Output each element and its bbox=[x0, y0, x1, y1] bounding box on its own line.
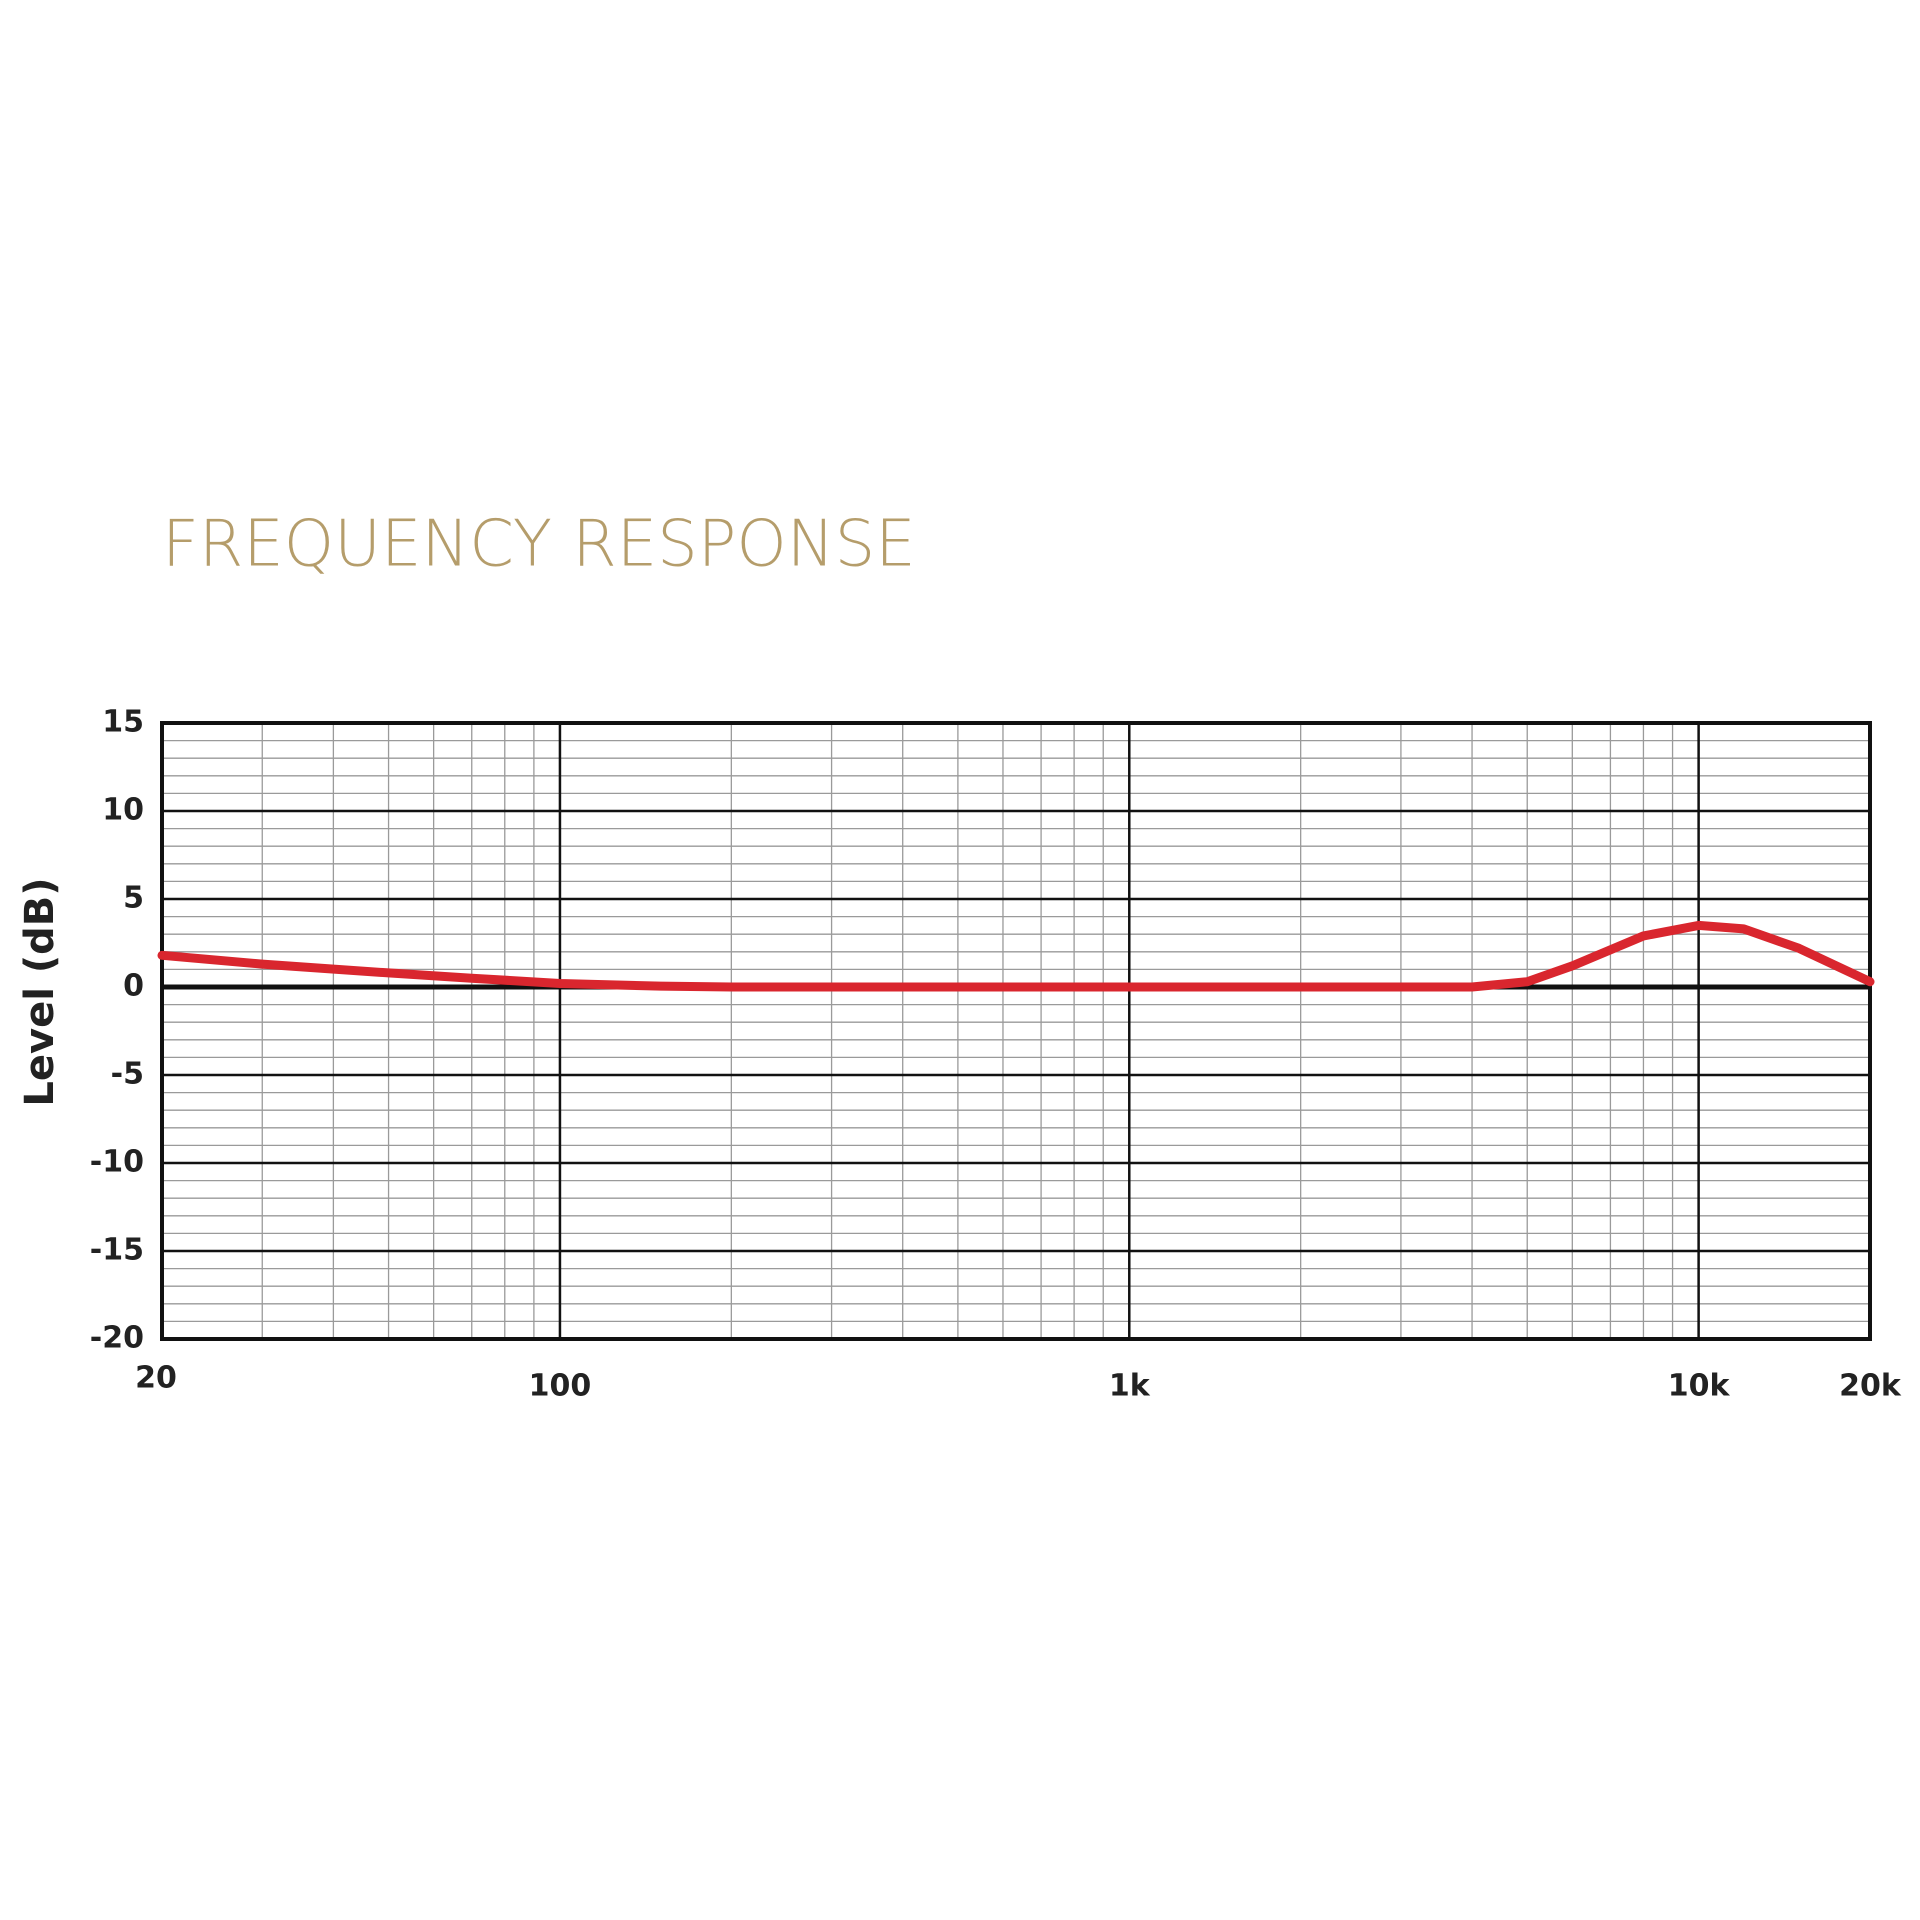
chart-title: FREQUENCY RESPONSE bbox=[162, 508, 916, 582]
x-tick-label: 100 bbox=[529, 1369, 592, 1404]
y-tick-label: -20 bbox=[90, 1321, 144, 1356]
y-tick-label: 5 bbox=[123, 881, 144, 916]
x-tick-label: 10k bbox=[1668, 1369, 1731, 1404]
y-tick-label: -5 bbox=[111, 1057, 144, 1092]
y-tick-label: 0 bbox=[123, 969, 144, 1004]
response-curve bbox=[157, 920, 1875, 992]
x-tick-label: 20k bbox=[1839, 1369, 1902, 1404]
y-tick-label: 10 bbox=[102, 793, 144, 828]
x-tick-label: 20 bbox=[135, 1361, 177, 1396]
y-tick-label: -10 bbox=[90, 1145, 144, 1180]
plot-frame bbox=[160, 721, 1872, 1341]
y-tick-label: 15 bbox=[102, 705, 144, 740]
y-tick-label: -15 bbox=[90, 1233, 144, 1268]
x-tick-label: 1k bbox=[1109, 1369, 1151, 1404]
y-axis-label: Level (dB) bbox=[17, 877, 63, 1106]
